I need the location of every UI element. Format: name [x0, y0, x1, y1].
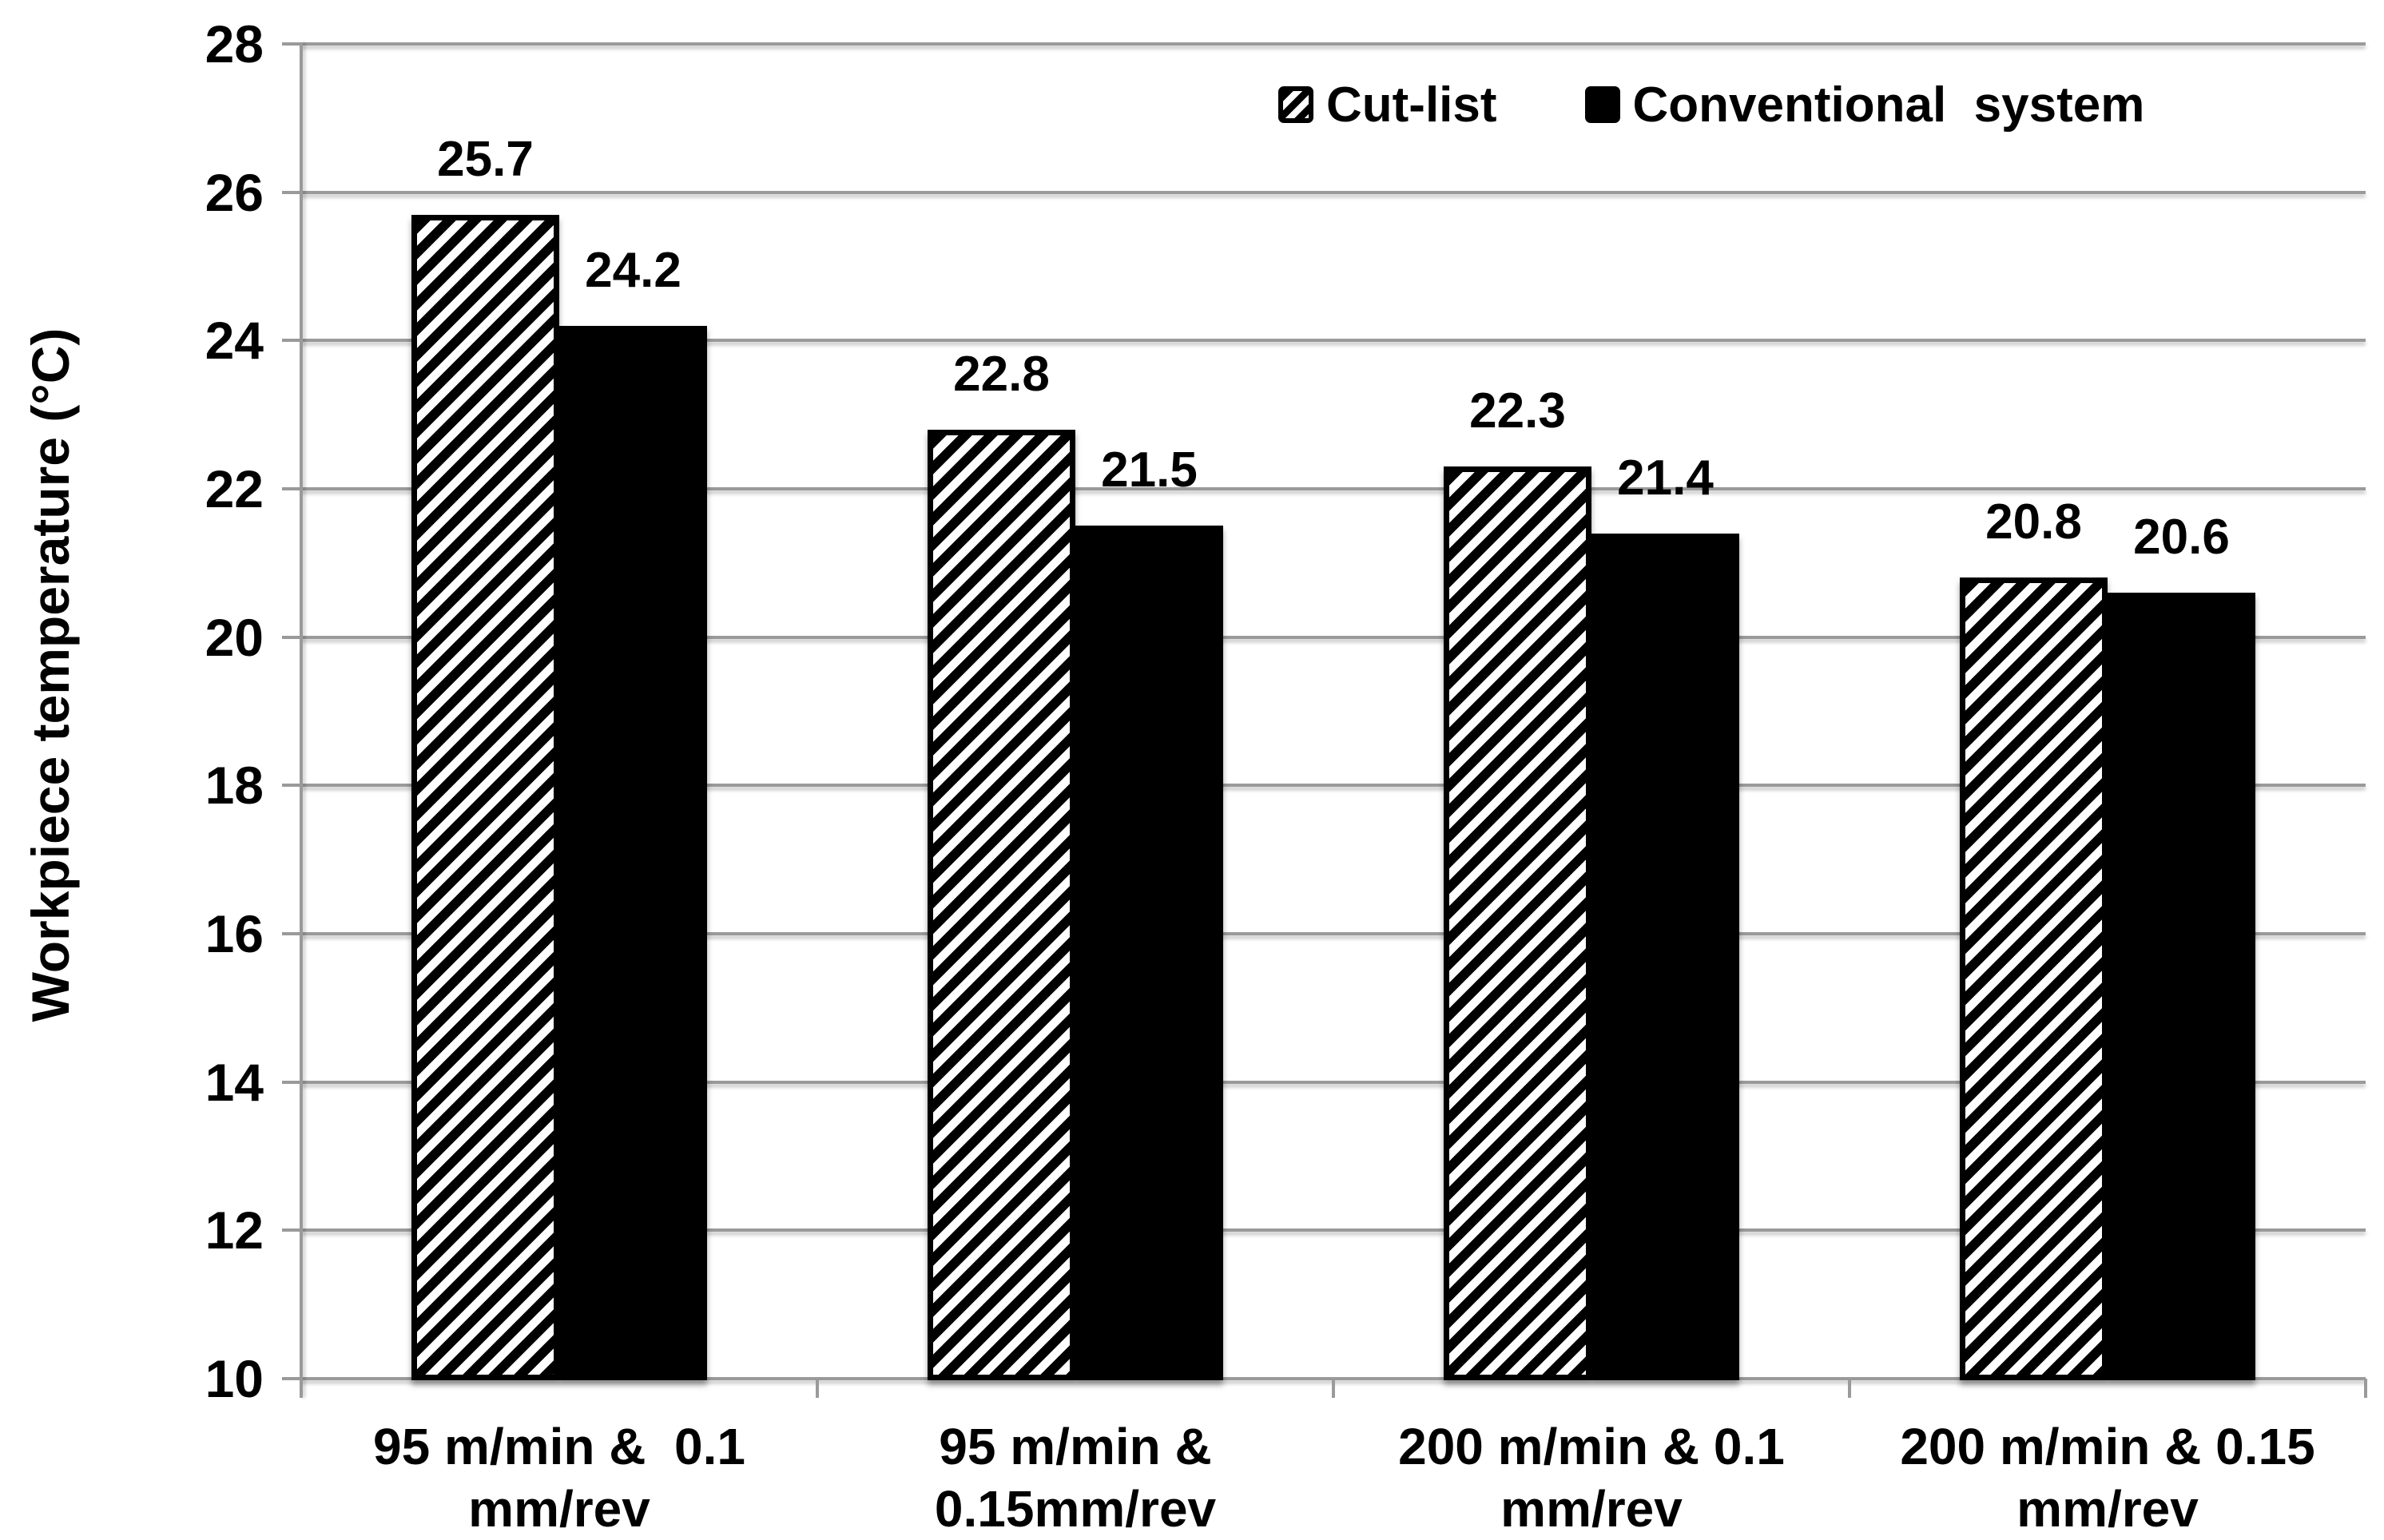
y-tick-mark [282, 1377, 301, 1380]
category-label: 200 m/min & 0.15 mm/rev [1850, 1415, 2366, 1540]
y-tick-label: 26 [205, 162, 264, 222]
solid-swatch-icon [1584, 86, 1620, 123]
gridline [301, 1228, 2366, 1232]
category-label-line1: 200 m/min & 0.15 [1900, 1418, 2315, 1475]
category-label-line1: 200 m/min & 0.1 [1398, 1418, 1785, 1475]
y-tick-mark [282, 42, 301, 46]
bar [411, 214, 559, 1380]
legend-item: Cut-list [1278, 77, 1497, 133]
x-tick-mark [2364, 1379, 2367, 1398]
legend-item: Conventional system [1584, 77, 2145, 133]
y-tick-mark [282, 784, 301, 788]
y-tick-label: 20 [205, 607, 264, 667]
category-label-line2: mm/rev [2016, 1480, 2199, 1538]
bar [1075, 526, 1223, 1380]
bar [1444, 466, 1591, 1380]
x-tick-mark [1332, 1379, 1335, 1398]
bar-value-label: 20.6 [2133, 509, 2230, 565]
x-tick-mark [816, 1379, 819, 1398]
gridline [301, 487, 2366, 490]
y-tick-label: 14 [205, 1052, 264, 1112]
category-label-line2: mm/rev [468, 1480, 650, 1538]
bar-value-label: 20.8 [1985, 494, 2082, 550]
bar-value-label: 21.4 [1617, 450, 1714, 506]
bar-value-label: 22.3 [1469, 383, 1566, 439]
bar [2108, 592, 2255, 1380]
category-label-line2: mm/rev [1500, 1480, 1683, 1538]
bar-value-label: 25.7 [437, 131, 534, 187]
y-tick-mark [282, 1080, 301, 1084]
legend-label: Conventional system [1632, 77, 2145, 133]
bar-value-label: 22.8 [953, 346, 1050, 402]
y-tick-mark [282, 1228, 301, 1232]
y-tick-label: 22 [205, 459, 264, 518]
bar [559, 325, 707, 1380]
gridline [301, 42, 2366, 46]
bar-value-label: 21.5 [1101, 443, 1198, 498]
category-label: 95 m/min & 0.1 mm/rev [301, 1415, 817, 1540]
category-label-line2: 0.15mm/rev [934, 1480, 1217, 1538]
category-label-line1: 95 m/min & [939, 1418, 1212, 1475]
bar [928, 429, 1075, 1380]
gridline [301, 190, 2366, 194]
y-axis-line [300, 42, 303, 1398]
y-tick-label: 12 [205, 1201, 264, 1260]
y-tick-label: 18 [205, 756, 264, 816]
bar [1960, 578, 2108, 1380]
y-tick-mark [282, 487, 301, 490]
legend-label: Cut-list [1326, 77, 1497, 133]
category-label-line1: 95 m/min & 0.1 [373, 1418, 745, 1475]
y-tick-mark [282, 932, 301, 935]
y-tick-label: 24 [205, 311, 264, 371]
gridline [301, 635, 2366, 639]
category-label: 95 m/min & 0.15mm/rev [817, 1415, 1333, 1540]
y-tick-mark [282, 339, 301, 343]
hatched-swatch-icon [1278, 86, 1313, 123]
bar [1591, 533, 1739, 1380]
gridline [301, 339, 2366, 343]
y-tick-label: 28 [205, 14, 264, 73]
y-tick-mark [282, 190, 301, 194]
bar-value-label: 24.2 [585, 242, 681, 298]
gridline [301, 784, 2366, 788]
gridline [301, 932, 2366, 935]
x-tick-mark [1848, 1379, 1851, 1398]
y-tick-label: 16 [205, 904, 264, 963]
category-label: 200 m/min & 0.1 mm/rev [1333, 1415, 1850, 1540]
gridline [301, 1080, 2366, 1084]
legend: Cut-list Conventional system [1278, 76, 2144, 133]
y-tick-mark [282, 635, 301, 639]
y-tick-label: 10 [205, 1349, 264, 1408]
